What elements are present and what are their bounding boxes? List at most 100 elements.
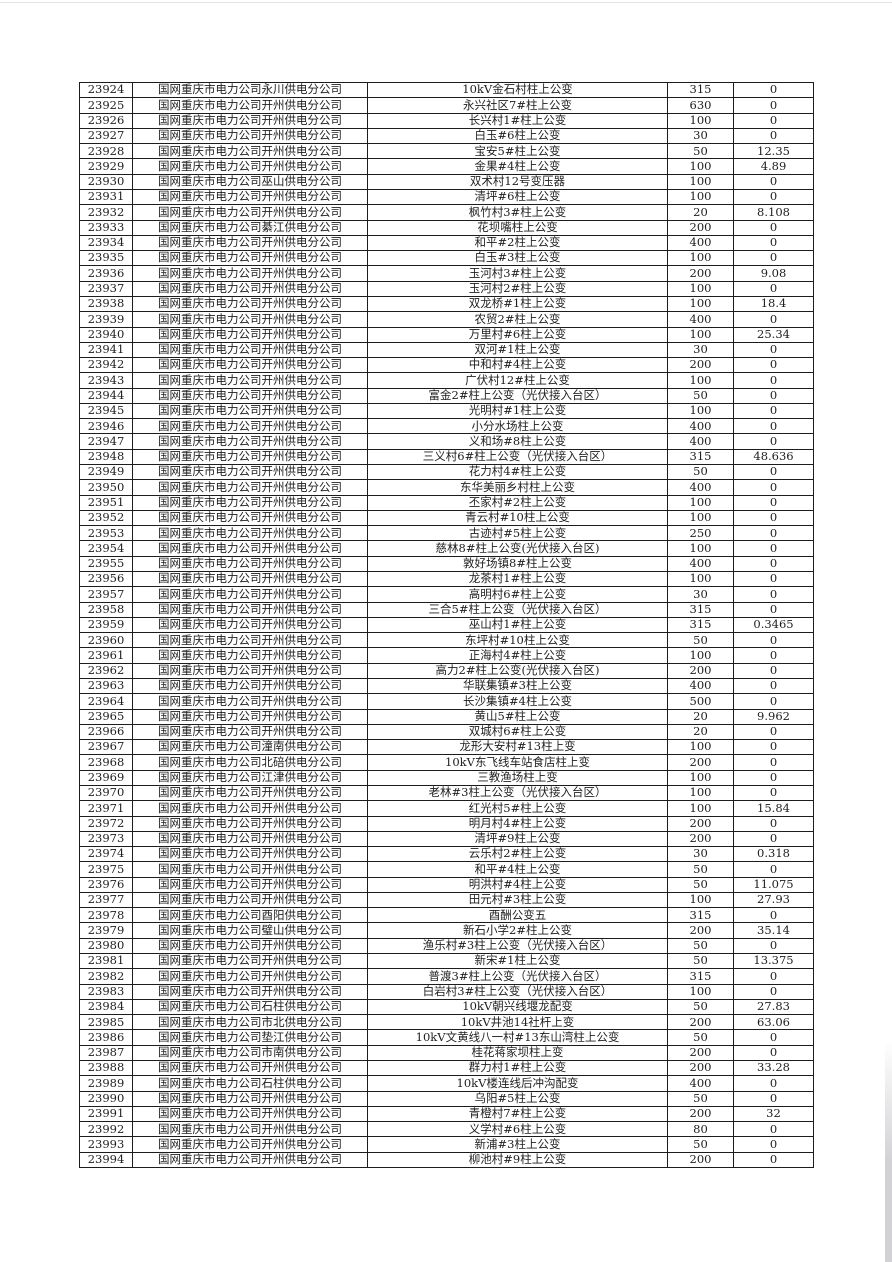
cell-station-name: 清坪#9柱上公变 — [367, 830, 668, 848]
cell-id: 23969 — [79, 769, 133, 786]
cell-capacity: 400 — [667, 418, 734, 435]
cell-station-name: 光明村#1柱上公变 — [367, 402, 668, 420]
table-row: 23985 国网重庆市电力公司市北供电分公司 10kV井池14社杆上变 200 63.0… — [79, 1014, 814, 1031]
table-row: 23951 国网重庆市电力公司开州供电分公司 丕家村#2柱上公变 100 0 — [79, 494, 814, 511]
cell-value: 0 — [733, 1029, 814, 1046]
cell-station-name: 渔乐村#3柱上公变（光伏接入台区） — [367, 937, 668, 955]
cell-id: 23945 — [79, 402, 133, 420]
table-row: 23976 国网重庆市电力公司开州供电分公司 明洪村#4柱上公变 50 11.075 — [79, 876, 814, 893]
cell-capacity: 200 — [667, 357, 734, 374]
cell-station-name: 义和场#8柱上公变 — [367, 433, 668, 450]
cell-capacity: 200 — [667, 1014, 734, 1031]
cell-id: 23939 — [79, 311, 133, 328]
table-body: 23924 国网重庆市电力公司永川供电分公司 10kV金石村柱上公变 315 0 2392… — [79, 81, 814, 1169]
cell-capacity: 50 — [667, 464, 734, 481]
cell-company: 国网重庆市电力公司开州供电分公司 — [132, 280, 368, 297]
cell-capacity: 100 — [667, 570, 734, 588]
cell-value: 0 — [733, 357, 814, 374]
cell-station-name: 和平#2柱上公变 — [367, 234, 668, 252]
cell-company: 国网重庆市电力公司开州供电分公司 — [132, 662, 368, 679]
cell-value: 0 — [733, 372, 814, 389]
table-row: 23950 国网重庆市电力公司开州供电分公司 东华美丽乡村柱上公变 400 0 — [79, 479, 814, 496]
cell-company: 国网重庆市电力公司开州供电分公司 — [132, 1136, 368, 1153]
cell-company: 国网重庆市电力公司开州供电分公司 — [132, 464, 368, 481]
table-row: 23984 国网重庆市电力公司石柱供电分公司 10kV朝兴线堰龙配变 50 27.83 — [79, 998, 814, 1016]
cell-station-name: 长沙集镇#4柱上公变 — [367, 693, 668, 710]
cell-value: 0 — [733, 723, 814, 741]
cell-company: 国网重庆市电力公司开州供电分公司 — [132, 265, 368, 282]
cell-value: 15.84 — [733, 800, 814, 817]
cell-id: 23976 — [79, 876, 133, 893]
cell-id: 23954 — [79, 540, 133, 557]
cell-id: 23948 — [79, 448, 133, 466]
table-row: 23972 国网重庆市电力公司开州供电分公司 明月村4#柱上公变 200 0 — [79, 815, 814, 832]
table-row: 23958 国网重庆市电力公司开州供电分公司 三合5#柱上公变（光伏接入台区） 315… — [79, 601, 814, 618]
table-row: 23924 国网重庆市电力公司永川供电分公司 10kV金石村柱上公变 315 0 — [79, 81, 814, 99]
cell-id: 23977 — [79, 891, 133, 909]
cell-capacity: 200 — [667, 754, 734, 771]
cell-station-name: 古迹村#5柱上公变 — [367, 525, 668, 542]
cell-value: 32 — [733, 1105, 814, 1123]
cell-value: 0 — [733, 341, 814, 359]
table-row: 23956 国网重庆市电力公司开州供电分公司 龙茶村1#柱上公变 100 0 — [79, 570, 814, 588]
cell-station-name: 白玉#6柱上公变 — [367, 127, 668, 145]
cell-capacity: 100 — [667, 784, 734, 802]
cell-company: 国网重庆市电力公司开州供电分公司 — [132, 937, 368, 955]
table-row: 23953 国网重庆市电力公司开州供电分公司 古迹村#5柱上公变 250 0 — [79, 525, 814, 542]
cell-capacity: 200 — [667, 219, 734, 236]
cell-station-name: 10kV井池14社杆上变 — [367, 1014, 668, 1031]
cell-value: 0 — [733, 586, 814, 603]
table-row: 23957 国网重庆市电力公司开州供电分公司 高明村6#柱上公变 30 0 — [79, 586, 814, 603]
table-row: 23989 国网重庆市电力公司石柱供电分公司 10kV楼连线后冲沟配变 400 0 — [79, 1075, 814, 1092]
cell-company: 国网重庆市电力公司开州供电分公司 — [132, 372, 368, 389]
table-row: 23935 国网重庆市电力公司开州供电分公司 白玉#3柱上公变 100 0 — [79, 250, 814, 267]
table-row: 23966 国网重庆市电力公司开州供电分公司 双城村6#柱上公变 20 0 — [79, 723, 814, 741]
cell-company: 国网重庆市电力公司开州供电分公司 — [132, 708, 368, 725]
cell-station-name: 10kV楼连线后冲沟配变 — [367, 1075, 668, 1092]
cell-id: 23929 — [79, 158, 133, 175]
cell-station-name: 老林#3柱上公变（光伏接入台区） — [367, 784, 668, 802]
cell-station-name: 清坪#6柱上公变 — [367, 188, 668, 206]
cell-id: 23955 — [79, 555, 133, 573]
cell-id: 23968 — [79, 754, 133, 771]
cell-station-name: 双龙桥#1柱上公变 — [367, 295, 668, 313]
table-row: 23963 国网重庆市电力公司开州供电分公司 华联集镇#3柱上公变 400 0 — [79, 677, 814, 695]
cell-company: 国网重庆市电力公司开州供电分公司 — [132, 632, 368, 649]
cell-value: 0 — [733, 968, 814, 985]
table-row: 23980 国网重庆市电力公司开州供电分公司 渔乐村#3柱上公变（光伏接入台区） 50… — [79, 937, 814, 955]
cell-capacity: 400 — [667, 311, 734, 328]
table-row: 23971 国网重庆市电力公司开州供电分公司 红光村5#柱上公变 100 15.84 — [79, 800, 814, 817]
cell-station-name: 10kV东飞线车站食店柱上变 — [367, 754, 668, 771]
cell-id: 23970 — [79, 784, 133, 802]
cell-value: 0 — [733, 525, 814, 542]
cell-capacity: 30 — [667, 586, 734, 603]
cell-value: 0 — [733, 464, 814, 481]
cell-station-name: 明洪村#4柱上公变 — [367, 876, 668, 893]
table-row: 23970 国网重庆市电力公司开州供电分公司 老林#3柱上公变（光伏接入台区） 100… — [79, 784, 814, 802]
cell-company: 国网重庆市电力公司开州供电分公司 — [132, 204, 368, 221]
cell-company: 国网重庆市电力公司开州供电分公司 — [132, 616, 368, 634]
cell-capacity: 30 — [667, 341, 734, 359]
cell-id: 23940 — [79, 326, 133, 343]
cell-station-name: 新浦#3柱上公变 — [367, 1136, 668, 1153]
cell-capacity: 250 — [667, 525, 734, 542]
table-row: 23969 国网重庆市电力公司江津供电分公司 三教渔场柱上变 100 0 — [79, 769, 814, 786]
cell-station-name: 玉河村2#柱上公变 — [367, 280, 668, 297]
cell-id: 23992 — [79, 1121, 133, 1138]
cell-value: 27.93 — [733, 891, 814, 909]
cell-value: 25.34 — [733, 326, 814, 343]
cell-value: 0 — [733, 494, 814, 511]
cell-company: 国网重庆市电力公司开州供电分公司 — [132, 891, 368, 909]
cell-company: 国网重庆市电力公司开州供电分公司 — [132, 800, 368, 817]
cell-station-name: 双城村6#柱上公变 — [367, 723, 668, 741]
cell-id: 23932 — [79, 204, 133, 221]
cell-id: 23980 — [79, 937, 133, 955]
cell-value: 0 — [733, 250, 814, 267]
cell-id: 23959 — [79, 616, 133, 634]
cell-id: 23983 — [79, 983, 133, 1000]
cell-value: 0 — [733, 81, 814, 99]
cell-company: 国网重庆市电力公司开州供电分公司 — [132, 387, 368, 404]
table-row: 23949 国网重庆市电力公司开州供电分公司 花力村4#柱上公变 50 0 — [79, 464, 814, 481]
cell-id: 23930 — [79, 173, 133, 190]
